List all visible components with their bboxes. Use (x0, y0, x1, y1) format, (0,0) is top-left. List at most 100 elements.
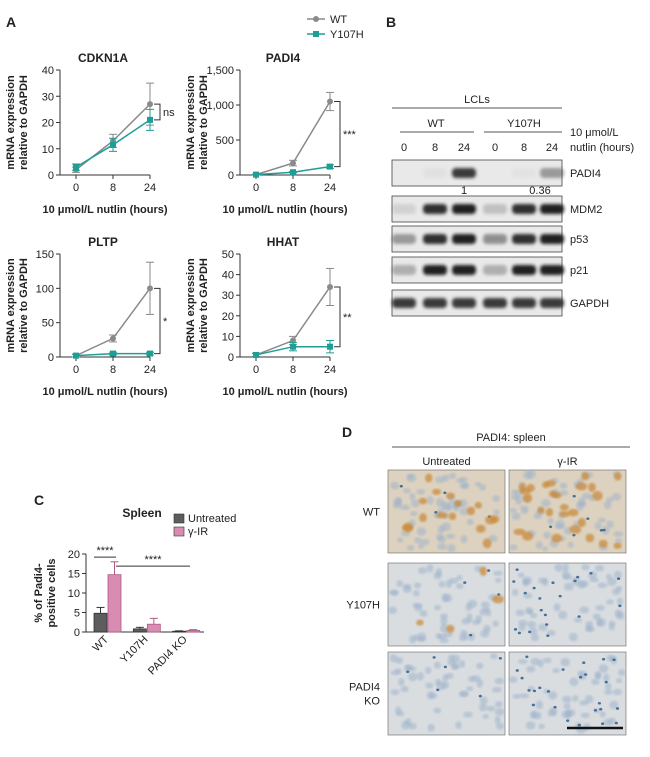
cell-nucleus (530, 633, 540, 642)
padi4-positive-cell (545, 508, 554, 517)
significance-bracket (154, 287, 161, 355)
cell-nucleus (486, 705, 496, 712)
y-tick-label: 50 (42, 318, 54, 330)
cell-nucleus (402, 583, 412, 590)
cell-nucleus (416, 488, 426, 495)
cell-nucleus (508, 676, 518, 683)
padi4-positive-cell (490, 515, 500, 523)
cell-nucleus (511, 588, 519, 597)
y-tick-label: 0 (48, 170, 54, 182)
cell-nucleus (417, 567, 428, 574)
padi4-positive-cell (474, 501, 482, 509)
cell-nucleus (395, 706, 402, 714)
cell-nucleus (605, 573, 613, 580)
padi4-positive-cell (522, 531, 534, 541)
cell-nucleus (441, 503, 452, 512)
padi4-positive-cell (513, 528, 526, 536)
data-point (73, 164, 79, 171)
bar (132, 628, 147, 633)
data-point (290, 337, 296, 344)
dense-nucleus (406, 670, 410, 674)
padi4-positive-cell (418, 497, 428, 505)
cell-nucleus (581, 563, 590, 571)
cell-nucleus (606, 599, 614, 605)
cell-nucleus (603, 718, 613, 726)
cell-nucleus (395, 656, 403, 664)
padi4-positive-cell (403, 522, 414, 533)
blot-band (512, 204, 536, 214)
cell-nucleus (580, 712, 590, 719)
cell-nucleus (424, 666, 432, 674)
blot-band (512, 298, 536, 308)
cell-nucleus (433, 661, 442, 669)
x-tick-label: WT (91, 633, 112, 654)
dense-nucleus (532, 689, 537, 693)
cell-nucleus (409, 493, 416, 501)
padi4-positive-cell (614, 472, 622, 481)
cell-nucleus (445, 579, 453, 589)
y-axis-label: mRNA expression (185, 258, 197, 353)
cell-nucleus (589, 577, 599, 583)
cell-nucleus (427, 723, 435, 732)
dense-nucleus (520, 676, 524, 680)
blot-treatment-label: 10 μmol/L (570, 127, 619, 139)
blot-band (483, 265, 507, 275)
padi4-positive-cell (425, 473, 433, 483)
cell-nucleus (459, 482, 469, 489)
blot-band (540, 234, 564, 244)
cell-nucleus (564, 582, 574, 591)
blot-band (483, 204, 507, 214)
cell-nucleus (535, 541, 543, 550)
cell-nucleus (441, 522, 451, 532)
line-chart-cdkn1a: CDKN1A 0 10 20 30 40 0 8 24 10 μmol/L nutlin (hou… (5, 51, 175, 216)
blot-band (483, 234, 507, 244)
dense-nucleus (515, 669, 519, 672)
cell-nucleus (439, 613, 448, 620)
cell-nucleus (463, 711, 473, 718)
cell-nucleus (447, 544, 456, 553)
panel-letter-d: D (342, 424, 352, 440)
cell-nucleus (435, 497, 444, 507)
cell-nucleus (412, 602, 423, 608)
cell-nucleus (616, 597, 623, 606)
padi4-positive-cell (613, 542, 622, 549)
y-tick-label: 0 (228, 170, 234, 182)
x-axis-label: 10 μmol/L nutlin (hours) (42, 386, 167, 398)
padi4-positive-cell (592, 490, 603, 501)
dense-nucleus (549, 525, 553, 529)
blot-lane-label: 24 (546, 142, 558, 154)
dense-nucleus (614, 721, 618, 725)
cell-nucleus (402, 488, 411, 494)
cell-nucleus (413, 582, 422, 589)
cell-nucleus (438, 580, 446, 588)
cell-nucleus (476, 662, 484, 670)
significance-label: *** (343, 129, 357, 141)
dense-nucleus (561, 668, 565, 671)
cell-nucleus (541, 499, 551, 507)
dense-nucleus (517, 631, 521, 635)
cell-nucleus (568, 632, 578, 642)
series-y107h (252, 163, 334, 178)
blot-band (452, 168, 476, 178)
cell-nucleus (398, 678, 405, 686)
y-tick-label: 30 (42, 91, 54, 103)
dense-nucleus (618, 604, 622, 608)
cell-nucleus (512, 693, 521, 699)
padi4-positive-cell (551, 492, 562, 499)
padi4-positive-cell (541, 481, 550, 489)
blot-band (512, 234, 536, 244)
cell-nucleus (433, 604, 441, 611)
dense-nucleus (545, 623, 549, 626)
y-axis-label: mRNA expression (5, 258, 17, 353)
bar (172, 630, 187, 633)
cell-nucleus (459, 507, 469, 516)
cell-nucleus (595, 604, 605, 611)
cell-nucleus (466, 518, 474, 526)
blot-treatment-label: nutlin (hours) (570, 142, 634, 154)
blot-row-label: GAPDH (570, 298, 609, 310)
blot-band (423, 204, 447, 214)
cell-nucleus (526, 609, 534, 615)
cell-nucleus (560, 657, 570, 667)
y-tick-label: 1,500 (206, 65, 234, 77)
dense-nucleus (551, 581, 555, 585)
